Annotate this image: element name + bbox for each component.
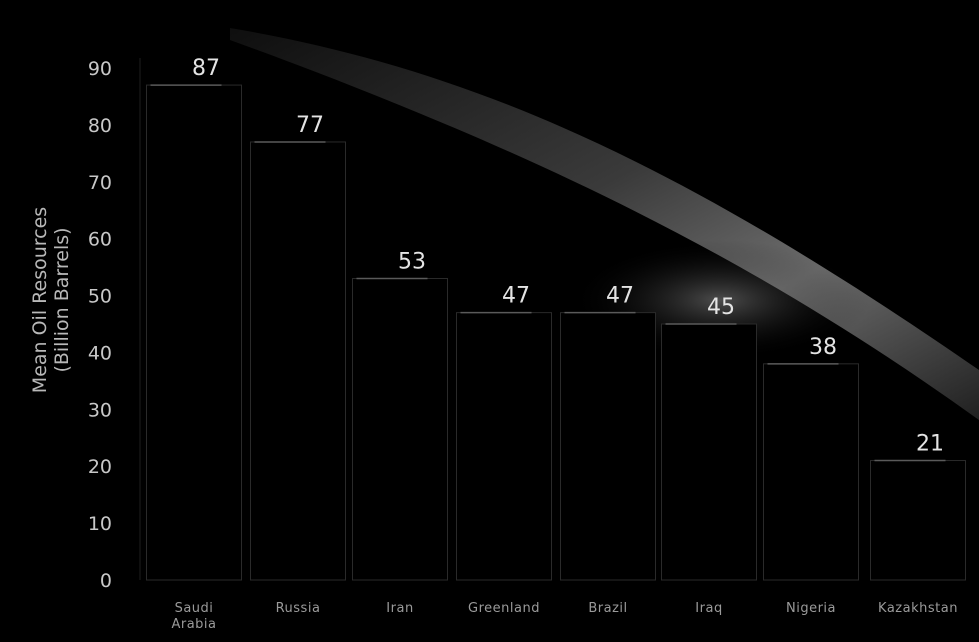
x-tick-label-line: Iran xyxy=(386,601,413,616)
swoosh-decoration xyxy=(230,28,979,420)
y-axis-title: Mean Oil Resources(Billion Barrels) xyxy=(29,207,73,393)
y-axis-title-text: Mean Oil Resources(Billion Barrels) xyxy=(29,207,73,393)
value-label: 47 xyxy=(502,284,530,309)
bar-kazakhstan xyxy=(870,460,966,581)
x-tick-label: Brazil xyxy=(588,601,627,616)
x-tick-label: Iraq xyxy=(695,601,722,616)
x-tick-label-line: Russia xyxy=(276,601,321,616)
y-axis-title-line: Mean Oil Resources xyxy=(29,207,51,393)
bar-iran xyxy=(352,277,448,581)
x-tick-label: Iran xyxy=(386,601,413,616)
y-axis-title-line: (Billion Barrels) xyxy=(51,227,73,372)
y-tick-label: 40 xyxy=(88,342,112,364)
value-label: 47 xyxy=(606,284,634,309)
value-label: 77 xyxy=(296,113,324,138)
bar-iraq xyxy=(661,323,757,581)
y-tick-label: 0 xyxy=(100,570,112,592)
x-tick-label-line: Saudi xyxy=(175,601,214,616)
x-tick-label-line: Nigeria xyxy=(786,601,836,616)
value-label: 53 xyxy=(398,249,426,274)
y-tick-label: 10 xyxy=(88,513,112,535)
y-tick-label: 50 xyxy=(88,286,112,308)
value-label: 45 xyxy=(707,295,735,320)
y-tick-label: 60 xyxy=(88,229,112,251)
y-tick-label: 90 xyxy=(88,58,112,80)
x-tick-label: Greenland xyxy=(468,601,540,616)
x-tick-label-line: Iraq xyxy=(695,601,722,616)
x-tick-label-line: Brazil xyxy=(588,601,627,616)
bars-group xyxy=(146,84,966,581)
y-tick-label: 20 xyxy=(88,456,112,478)
x-tick-label-line: Kazakhstan xyxy=(878,601,958,616)
value-label: 21 xyxy=(916,432,944,457)
value-label: 38 xyxy=(809,335,837,360)
bar-russia xyxy=(250,141,346,581)
y-tick-label: 70 xyxy=(88,172,112,194)
y-tick-label: 30 xyxy=(88,399,112,421)
value-labels-group: 87 77 53 47 47 45 38 21 xyxy=(192,56,944,456)
x-tick-label: Nigeria xyxy=(786,601,836,616)
bar-saudi-arabia xyxy=(146,84,242,581)
x-tick-label: Kazakhstan xyxy=(878,601,958,616)
x-tick-label: Russia xyxy=(276,601,321,616)
bar-greenland xyxy=(456,312,552,581)
y-axis: 0 10 20 30 40 50 60 70 80 90 xyxy=(88,58,141,592)
x-axis: Saudi Arabia Russia Iran Greenland Brazil Iraq… xyxy=(171,601,957,632)
y-tick-label: 80 xyxy=(88,115,112,137)
x-tick-label-line: Greenland xyxy=(468,601,540,616)
bar-nigeria xyxy=(763,363,859,581)
value-label: 87 xyxy=(192,56,220,81)
x-tick-label-line: Arabia xyxy=(171,617,216,632)
x-tick-label: Saudi Arabia xyxy=(171,601,216,632)
bar-brazil xyxy=(560,312,656,581)
